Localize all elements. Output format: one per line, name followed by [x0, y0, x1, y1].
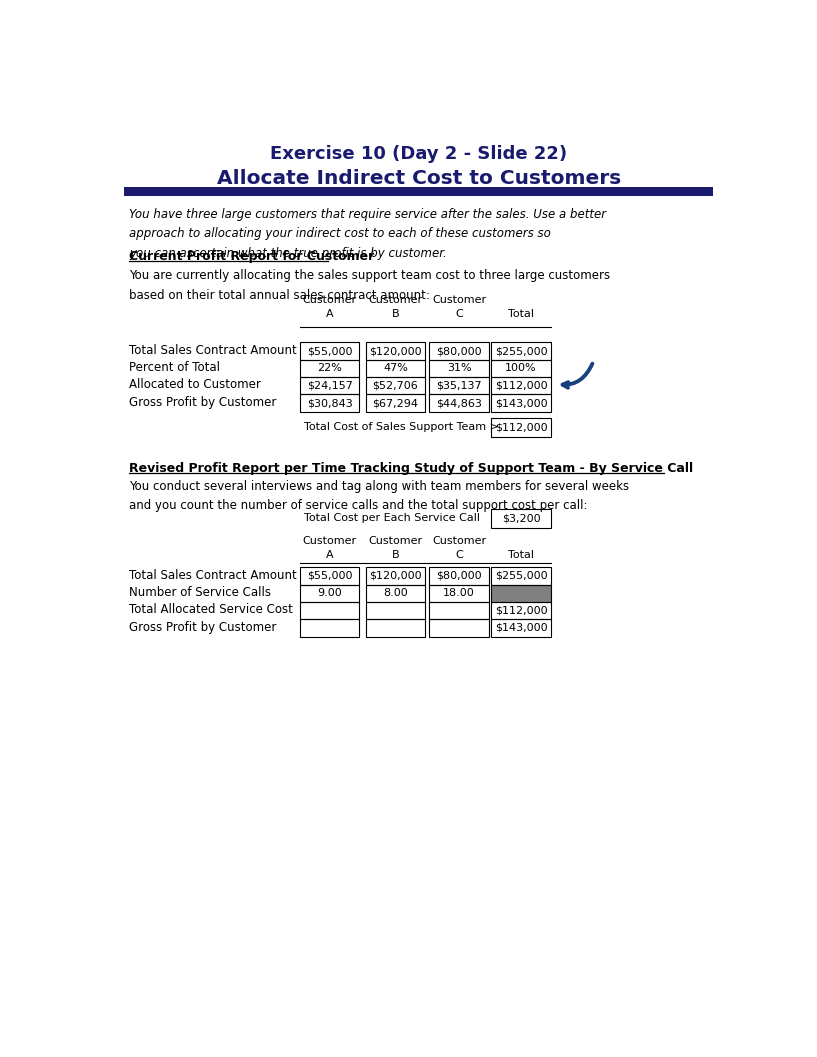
Bar	[300, 359, 359, 377]
Bar	[491, 377, 551, 394]
Text: Total: Total	[508, 550, 534, 559]
Text: Exercise 10 (Day 2 - Slide 22): Exercise 10 (Day 2 - Slide 22)	[270, 145, 567, 163]
Bar	[491, 418, 551, 437]
Text: Gross Profit by Customer: Gross Profit by Customer	[129, 620, 277, 633]
Bar	[491, 619, 551, 636]
Text: A: A	[326, 309, 333, 318]
Text: Customer: Customer	[302, 537, 357, 546]
Text: Current Profit Report for Customer: Current Profit Report for Customer	[129, 251, 374, 263]
Text: $55,000: $55,000	[307, 346, 352, 356]
Text: $80,000: $80,000	[436, 346, 482, 356]
Text: $30,843: $30,843	[306, 398, 352, 408]
Text: Customer: Customer	[302, 296, 357, 305]
Text: Revised Profit Report per Time Tracking Study of Support Team - By Service Call: Revised Profit Report per Time Tracking …	[129, 462, 694, 475]
Bar	[300, 619, 359, 636]
Text: 9.00: 9.00	[317, 589, 342, 598]
Text: Customer: Customer	[432, 537, 486, 546]
Text: Customer: Customer	[368, 296, 422, 305]
Text: Gross Profit by Customer: Gross Profit by Customer	[129, 395, 277, 409]
Bar	[366, 568, 426, 585]
Bar	[491, 585, 551, 601]
Text: $120,000: $120,000	[369, 346, 422, 356]
Text: Customer: Customer	[368, 537, 422, 546]
Bar	[491, 568, 551, 585]
Text: You have three large customers that require service after the sales. Use a bette: You have three large customers that requ…	[129, 207, 606, 260]
Text: Allocate Indirect Cost to Customers: Allocate Indirect Cost to Customers	[217, 169, 621, 188]
Text: C: C	[455, 309, 463, 318]
Text: Allocated to Customer: Allocated to Customer	[129, 378, 261, 391]
Bar	[366, 394, 426, 412]
Text: Total Cost per Each Service Call: Total Cost per Each Service Call	[304, 513, 480, 523]
Bar	[366, 342, 426, 359]
Bar	[300, 394, 359, 412]
Bar	[366, 619, 426, 636]
Text: Total Allocated Service Cost: Total Allocated Service Cost	[129, 604, 293, 616]
Bar	[491, 508, 551, 527]
Bar	[366, 585, 426, 601]
Bar	[491, 601, 551, 619]
Text: $24,157: $24,157	[306, 381, 352, 391]
Bar	[491, 585, 551, 601]
Text: $35,137: $35,137	[436, 381, 482, 391]
Text: You are currently allocating the sales support team cost to three large customer: You are currently allocating the sales s…	[129, 270, 610, 302]
Text: $80,000: $80,000	[436, 571, 482, 581]
Bar	[429, 377, 489, 394]
Text: $112,000: $112,000	[495, 606, 547, 615]
Bar	[429, 585, 489, 601]
Text: 100%: 100%	[505, 364, 537, 373]
Text: Total Sales Contract Amount: Total Sales Contract Amount	[129, 344, 297, 357]
Bar	[429, 601, 489, 619]
Text: 31%: 31%	[447, 364, 471, 373]
Text: $120,000: $120,000	[369, 571, 422, 581]
Text: B: B	[391, 309, 400, 318]
Bar	[366, 377, 426, 394]
Bar	[366, 359, 426, 377]
Bar	[429, 342, 489, 359]
Text: Percent of Total: Percent of Total	[129, 361, 221, 374]
Text: Total Sales Contract Amount: Total Sales Contract Amount	[129, 569, 297, 581]
Text: Number of Service Calls: Number of Service Calls	[129, 586, 271, 599]
Text: $3,200: $3,200	[502, 514, 540, 523]
Bar	[300, 568, 359, 585]
Text: $143,000: $143,000	[495, 623, 547, 633]
Bar	[491, 342, 551, 359]
Text: $55,000: $55,000	[307, 571, 352, 581]
Text: A: A	[326, 550, 333, 559]
Bar	[429, 394, 489, 412]
Text: $255,000: $255,000	[495, 571, 547, 581]
Text: $44,863: $44,863	[436, 398, 482, 408]
Text: 22%: 22%	[317, 364, 342, 373]
Bar	[300, 585, 359, 601]
Text: $143,000: $143,000	[495, 398, 547, 408]
Text: $255,000: $255,000	[495, 346, 547, 356]
Text: $112,000: $112,000	[495, 381, 547, 391]
Bar	[300, 342, 359, 359]
Text: 8.00: 8.00	[383, 589, 408, 598]
Text: 18.00: 18.00	[443, 589, 475, 598]
Bar	[300, 377, 359, 394]
Bar	[491, 394, 551, 412]
Text: $67,294: $67,294	[373, 398, 418, 408]
Text: 47%: 47%	[383, 364, 408, 373]
Text: C: C	[455, 550, 463, 559]
Bar	[429, 568, 489, 585]
Text: Customer: Customer	[432, 296, 486, 305]
Bar	[429, 359, 489, 377]
Text: Total: Total	[508, 309, 534, 318]
Text: $52,706: $52,706	[373, 381, 418, 391]
Bar	[300, 601, 359, 619]
Text: You conduct several interviews and tag along with team members for several weeks: You conduct several interviews and tag a…	[129, 480, 629, 512]
Bar	[124, 187, 712, 197]
Bar	[491, 359, 551, 377]
Bar	[429, 619, 489, 636]
Bar	[366, 601, 426, 619]
Text: B: B	[391, 550, 400, 559]
Text: Total Cost of Sales Support Team >: Total Cost of Sales Support Team >	[304, 422, 498, 432]
Text: $112,000: $112,000	[495, 423, 547, 432]
